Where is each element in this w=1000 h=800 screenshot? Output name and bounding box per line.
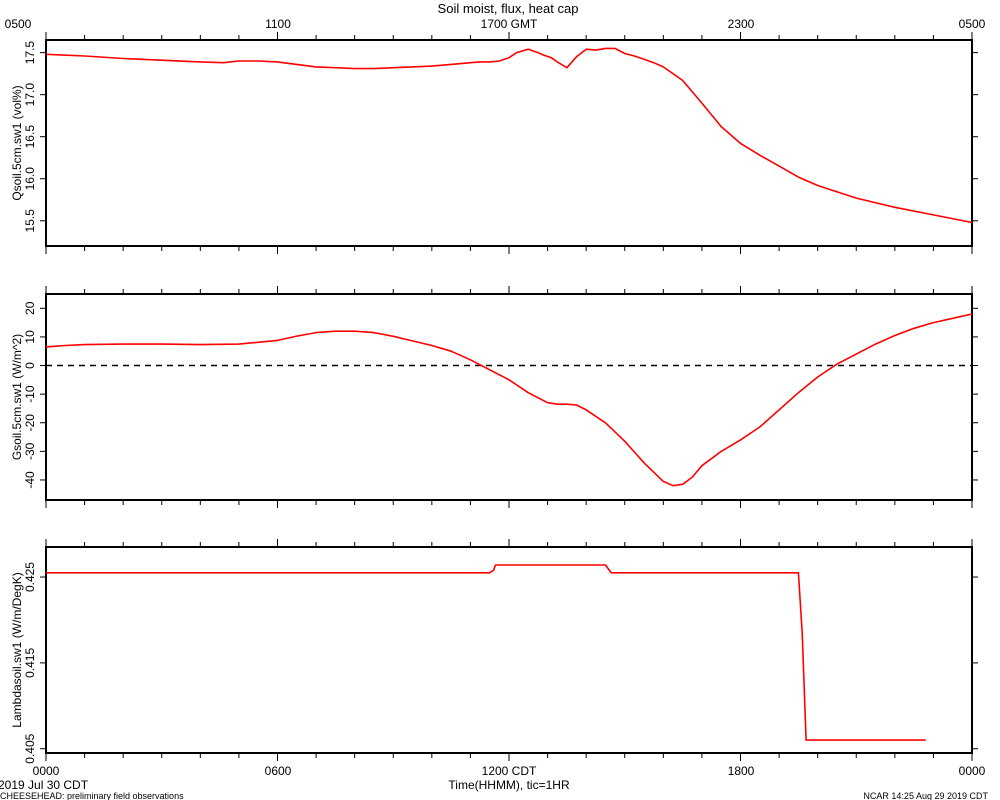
top-tick-label: 2300 (728, 17, 755, 31)
y-tick-label: 0 (23, 362, 37, 369)
y-tick-label: 15.5 (23, 209, 37, 233)
plot-frame (45, 546, 973, 754)
top-tick-label: 1100 (265, 17, 291, 31)
bottom-tick-label: 0000 (959, 764, 986, 778)
series-line-lambdasoil (46, 564, 926, 741)
top-tick-label: 0500 (959, 17, 986, 31)
y-tick-label: -10 (23, 385, 37, 403)
y-tick-label: -30 (23, 442, 37, 460)
top-axis-tick-labels: 0500 1100 1700 GMT 2300 0500 (5, 17, 986, 31)
y-tick-label: 16.5 (23, 125, 37, 149)
date-label: 2019 Jul 30 CDT (0, 778, 89, 792)
y-axis-label-qsoil: Qsoil.5cm.sw1 (vol%) (10, 85, 24, 200)
plot-frame (45, 39, 973, 247)
bottom-tick-label: 1800 (728, 764, 755, 778)
y-axis-label-gsoil: Gsoil.5cm.sw1 (W/m^2) (10, 334, 24, 460)
bottom-tick-label: 1200 CDT (482, 764, 537, 778)
bottom-axis-tick-labels: 0000 0600 1200 CDT 1800 0000 (33, 764, 986, 778)
y-tick-label: 20 (23, 301, 37, 315)
top-tick-label: 0500 (5, 17, 32, 31)
y-tick-label: 0.405 (23, 733, 37, 763)
x-axis-label: Time(HHMM), tic=1HR (448, 778, 570, 792)
y-tick-label: 0.425 (23, 562, 37, 592)
series-line-gsoil (45, 313, 973, 487)
y-tick-label: -20 (23, 414, 37, 432)
y-axis-label-lambdasoil: Lambdasoil.sw1 (W/m/DegK) (10, 572, 24, 727)
bottom-tick-label: 0600 (265, 764, 292, 778)
panel-soil-moisture: 15.5 16.0 16.5 17.0 17.5 Qsoil.5cm.sw1 (vol%) (10, 32, 978, 254)
footer-right: NCAR 14:25 Aug 29 2019 CDT (863, 791, 988, 800)
series-line-qsoil (45, 47, 973, 224)
footer-left: CHEESEHEAD: preliminary field observatio… (0, 791, 184, 800)
top-tick-label: 1700 GMT (481, 17, 538, 31)
figure-title: Soil moist, flux, heat cap (438, 1, 579, 16)
y-tick-label: 10 (23, 330, 37, 344)
panel-soil-heat-flux: 20 10 0 -10 -20 -30 -40 Gsoil.5cm.sw1 (W/m^2) (10, 286, 978, 508)
plot-frame (45, 293, 973, 501)
bottom-tick-label: 0000 (33, 764, 60, 778)
y-tick-label: 17.0 (23, 83, 37, 107)
y-tick-label: 0.415 (23, 648, 37, 678)
y-tick-label: -40 (23, 471, 37, 489)
y-tick-label: 16.0 (23, 167, 37, 191)
y-tick-label: 17.5 (23, 41, 37, 65)
